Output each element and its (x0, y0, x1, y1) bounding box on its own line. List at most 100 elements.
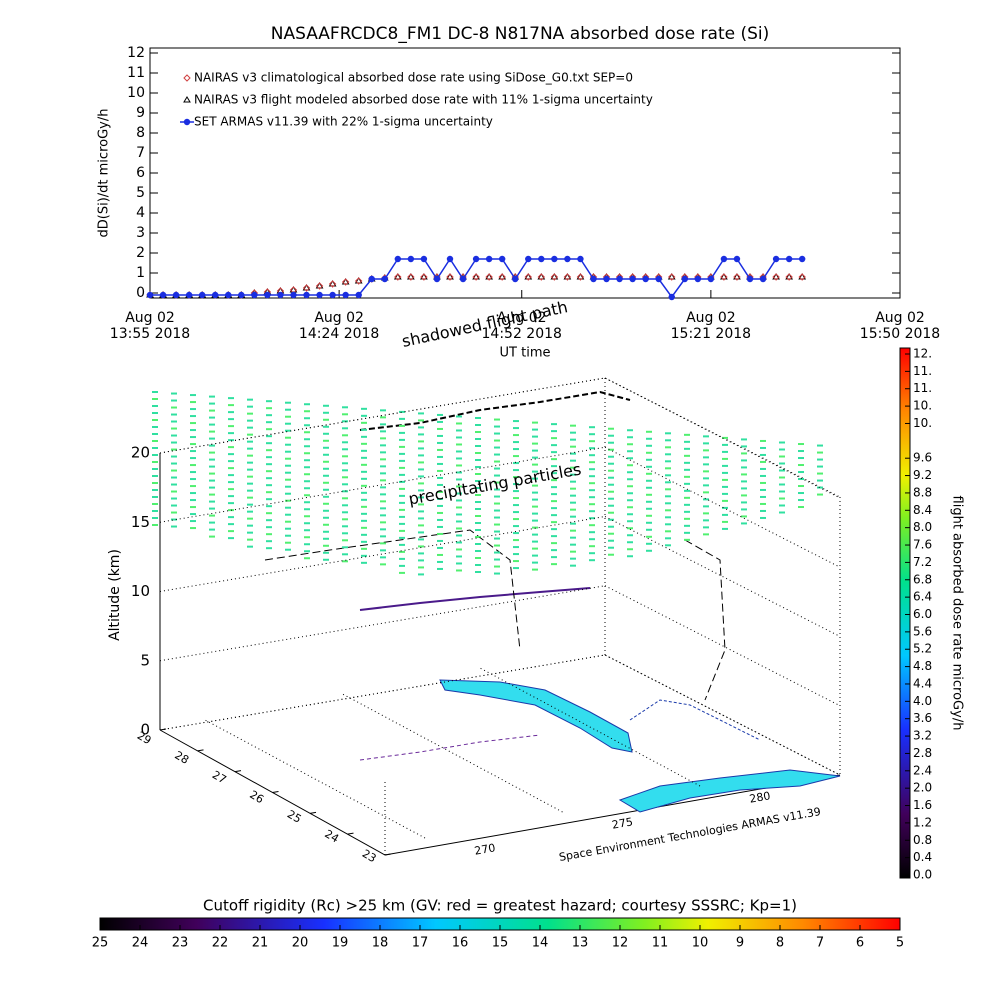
point (198, 291, 206, 299)
point (302, 284, 311, 291)
point (406, 273, 415, 280)
point (446, 273, 454, 281)
point (720, 255, 728, 263)
point (329, 291, 336, 299)
point (733, 273, 741, 281)
point (798, 273, 806, 281)
colorbar-tick-label: 2.8 (913, 746, 932, 760)
colorbar-tick-label: 23 (172, 936, 189, 951)
point (316, 291, 323, 299)
point (225, 291, 232, 299)
colorbar-tick-label: 5.2 (913, 642, 932, 656)
x-axis-label: UT time (500, 346, 551, 361)
colorbar-tick-label: 10. (913, 399, 932, 413)
point (733, 273, 741, 280)
point (798, 255, 806, 263)
point (485, 273, 494, 280)
grid-line (204, 719, 426, 839)
point (394, 273, 402, 281)
point (707, 275, 715, 283)
colorbar-tick-label: 8.0 (913, 520, 932, 534)
point (354, 277, 363, 285)
point (420, 255, 428, 263)
lat-tick (197, 749, 204, 752)
point (576, 273, 585, 281)
point (524, 273, 533, 280)
colorbar-tick-label: 1.6 (913, 798, 932, 812)
point (720, 273, 728, 280)
colorbar-tick-label: 12. (913, 347, 932, 361)
point (550, 273, 559, 280)
point (772, 273, 780, 281)
lat-tick-label: 26 (247, 788, 266, 806)
colorbar-tick-label: 15 (492, 936, 509, 951)
y-tick-label: 9 (136, 105, 145, 121)
z-tick-label: 10 (131, 582, 150, 600)
legend-marker (183, 96, 191, 103)
colorbar-tick-label: 16 (452, 936, 469, 951)
lat-tick (272, 791, 279, 793)
point (342, 291, 349, 299)
point (498, 273, 506, 281)
point (433, 275, 441, 283)
colorbar-tick-label: 6.0 (913, 607, 932, 621)
point (264, 291, 271, 299)
colorbar-tick-label: 14 (532, 936, 549, 951)
point (485, 255, 493, 263)
colorbar-tick-label: 21 (252, 936, 269, 951)
point (772, 255, 780, 263)
lon-tick-label: 270 (473, 841, 496, 857)
point (341, 278, 350, 286)
point (629, 275, 636, 283)
colorbar-tick-label: 9 (736, 936, 744, 951)
lat-tick-label: 23 (360, 847, 379, 865)
altitude-trace (264, 529, 521, 651)
colorbar-tick-label: 7.2 (913, 555, 932, 569)
colorbar-tick-label: 1.2 (913, 815, 932, 829)
colorbar-tick-label: 4.0 (913, 694, 932, 708)
point (472, 255, 480, 263)
point (328, 280, 337, 287)
point (251, 291, 258, 299)
point (368, 275, 375, 283)
colorbar-tick-label: 5.6 (913, 624, 932, 638)
lat-tick-label: 28 (172, 749, 191, 767)
x-tick-label: Aug 02 15:21 2018 (671, 310, 751, 342)
colorbar-tick-label: 2.0 (913, 781, 932, 795)
point (550, 273, 559, 281)
lat-tick (309, 811, 317, 814)
point (446, 255, 454, 263)
grid-line (159, 446, 606, 523)
colorbar-tick-label: 4.4 (913, 676, 932, 690)
point (681, 275, 688, 283)
florida-map (439, 679, 633, 753)
y-tick-label: 7 (136, 145, 145, 161)
colorbar-tick-label: 17 (412, 936, 429, 951)
point (785, 273, 793, 281)
point (303, 291, 310, 299)
point (328, 280, 337, 288)
point (655, 275, 662, 283)
flight-path (359, 390, 631, 431)
point (381, 275, 388, 283)
y-tick-label: 8 (136, 125, 145, 141)
colorbar-tick-label: 7.6 (913, 538, 932, 552)
colorbar-tick-label: 8.4 (913, 503, 932, 517)
point (407, 273, 415, 281)
colorbar-tick-label: 3.2 (913, 729, 932, 743)
credit: Space Environment Technologies ARMAS v11… (558, 805, 822, 864)
point (472, 273, 480, 281)
z-axis-label: Altitude (km) (107, 549, 123, 641)
point (315, 282, 324, 289)
point (564, 255, 571, 263)
y-tick-label: 2 (136, 245, 145, 261)
colorbar-tick-label: 4.8 (913, 659, 932, 673)
lat-tick-label: 25 (285, 808, 304, 826)
z-tick-label: 15 (131, 513, 150, 531)
colorbar-tick-label: 0.4 (913, 850, 932, 864)
colorbar-tick-label: 11. (913, 364, 932, 378)
point (420, 273, 428, 280)
x-tick-label: Aug 02 14:52 2018 (482, 310, 562, 342)
colorbar-tick-label: 13 (572, 936, 589, 951)
point (354, 277, 363, 284)
